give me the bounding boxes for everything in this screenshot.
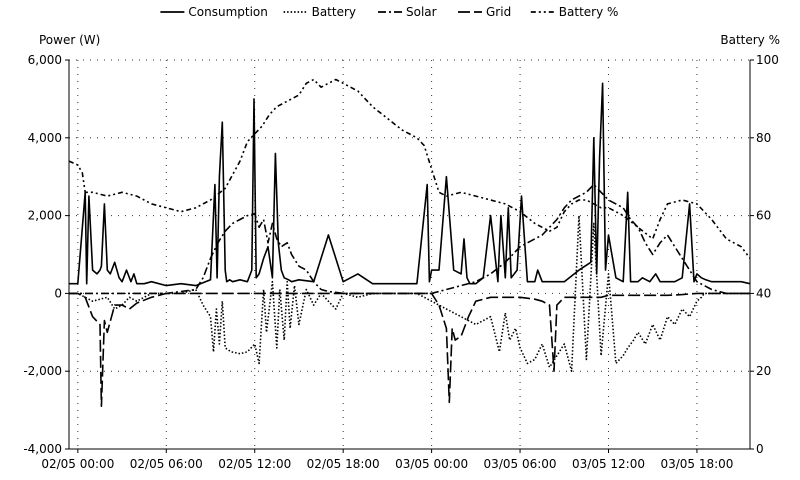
y-right-axis-label: Battery % bbox=[720, 33, 780, 47]
x-tick-label: 02/05 12:00 bbox=[218, 457, 291, 471]
y-right-tick-label: 100 bbox=[756, 53, 779, 67]
axes bbox=[65, 59, 754, 453]
x-tick-label: 03/05 12:00 bbox=[572, 457, 645, 471]
x-tick-label: 03/05 00:00 bbox=[395, 457, 468, 471]
x-tick-label: 02/05 06:00 bbox=[130, 457, 203, 471]
y-left-tick-label: 6,000 bbox=[28, 53, 62, 67]
series-line-battery bbox=[68, 78, 751, 259]
grid bbox=[69, 59, 750, 450]
y-left-axis-label: Power (W) bbox=[39, 33, 100, 47]
tick-labels: 6,000 4,000 2,000 0 -2,000 -4,000 100 80 60 40 20 0… bbox=[23, 53, 779, 471]
x-tick-label: 03/05 18:00 bbox=[660, 457, 733, 471]
legend-label: Consumption bbox=[188, 5, 267, 19]
series-line-grid bbox=[69, 292, 750, 408]
y-right-tick-label: 60 bbox=[756, 209, 771, 223]
legend: Consumption Battery Solar Grid Battery % bbox=[160, 5, 618, 19]
series-line-solar bbox=[69, 183, 750, 295]
legend-label: Battery % bbox=[559, 5, 619, 19]
x-tick-label: 02/05 18:00 bbox=[307, 457, 380, 471]
y-left-tick-label: -4,000 bbox=[23, 442, 62, 456]
legend-label: Solar bbox=[406, 5, 437, 19]
legend-label: Battery bbox=[312, 5, 356, 19]
y-left-tick-label: 0 bbox=[54, 286, 62, 300]
y-left-tick-label: -2,000 bbox=[23, 364, 62, 378]
y-right-tick-label: 20 bbox=[756, 364, 771, 378]
y-right-tick-label: 40 bbox=[756, 286, 771, 300]
y-left-tick-label: 4,000 bbox=[28, 131, 62, 145]
y-right-tick-label: 0 bbox=[756, 442, 764, 456]
y-right-tick-label: 80 bbox=[756, 131, 771, 145]
series-lines bbox=[68, 78, 751, 408]
x-tick-label: 02/05 00:00 bbox=[41, 457, 114, 471]
y-left-tick-label: 2,000 bbox=[28, 209, 62, 223]
x-tick-label: 03/05 06:00 bbox=[484, 457, 557, 471]
series-line-consumption bbox=[69, 82, 751, 287]
legend-label: Grid bbox=[486, 5, 511, 19]
